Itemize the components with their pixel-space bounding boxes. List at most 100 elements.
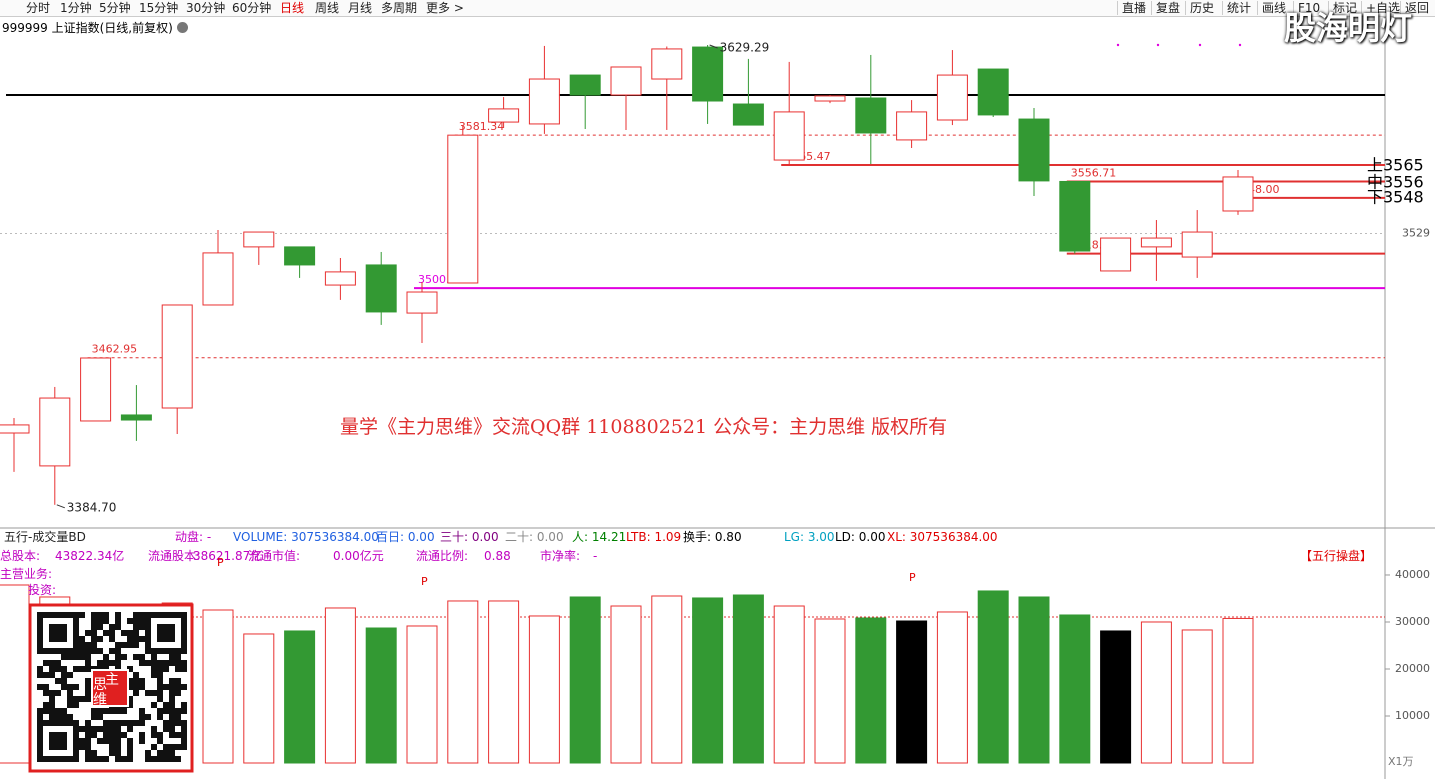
period-tab[interactable]: 60分钟 (232, 1, 272, 15)
dropdown-icon[interactable] (176, 22, 188, 33)
volume-bar (692, 597, 724, 764)
qr-cell (157, 660, 163, 666)
qr-cell (163, 684, 169, 690)
qr-cell (127, 666, 133, 672)
volume-bar (406, 625, 438, 764)
qr-cell (139, 624, 145, 630)
qr-cell (43, 684, 49, 690)
qr-cell (139, 720, 145, 726)
qr-cell (67, 702, 73, 708)
qr-cell (181, 660, 187, 666)
qr-cell (115, 648, 121, 654)
qr-cell (115, 624, 121, 630)
qr-cell (127, 618, 133, 624)
period-tab[interactable]: 30分钟 (186, 1, 226, 15)
y-tick-label: 40000 (1395, 568, 1430, 581)
period-tab[interactable]: 分时 (26, 1, 51, 15)
qr-cell (121, 720, 127, 726)
qr-cell (133, 672, 139, 678)
qr-cell (73, 666, 79, 672)
period-tab[interactable]: 多周期 (381, 1, 418, 15)
tool-button[interactable]: F10 (1293, 1, 1320, 15)
qr-cell (91, 726, 97, 732)
tool-button[interactable]: 画线 (1257, 1, 1286, 15)
period-tab[interactable]: 1分钟 (60, 1, 92, 15)
brand: 股海明灯 (1284, 9, 1413, 47)
side-label: 上3565 (1367, 155, 1424, 174)
qr-cell (103, 630, 109, 636)
qr-cell (157, 714, 163, 720)
qr-cell (157, 738, 163, 744)
period-tab[interactable]: 更多 > (426, 1, 464, 15)
qr-cell (103, 720, 109, 726)
qr-cell (55, 714, 61, 720)
tool-button[interactable]: 标记 (1328, 1, 1357, 15)
qr-cell (115, 726, 121, 732)
qr-cell (163, 744, 169, 750)
period-tab[interactable]: 周线 (315, 1, 340, 15)
candle-body (977, 68, 1009, 116)
qr-cell (67, 684, 73, 690)
qr-cell (91, 750, 97, 756)
period-tab[interactable]: 月线 (348, 1, 373, 15)
qr-cell (157, 690, 163, 696)
period-tab[interactable]: 日线 (280, 1, 305, 15)
qr-cell (145, 690, 151, 696)
tool-button[interactable]: 返回 (1400, 1, 1429, 15)
qr-cell (169, 726, 175, 732)
tool-button[interactable]: 直播 (1117, 1, 1146, 15)
volume-bar (1222, 617, 1254, 764)
watermark: 量学《主力思维》交流QQ群 1108802521 公众号：主力思维 版权所有 (340, 416, 948, 438)
qr-cell (91, 612, 97, 618)
level-label: 3581.34 (459, 120, 505, 133)
candle-body (1018, 118, 1050, 182)
tool-button[interactable]: 复盘 (1151, 1, 1180, 15)
candle-body (1100, 237, 1132, 272)
qr-cell (115, 612, 121, 618)
qr-cell (163, 756, 169, 762)
qr-cell (109, 744, 115, 750)
qr-cell (145, 714, 151, 720)
qr-cell (115, 654, 121, 660)
period-tab[interactable]: 5分钟 (99, 1, 131, 15)
qr-cell (115, 750, 121, 756)
qr-cell (169, 756, 175, 762)
qr-cell (169, 660, 175, 666)
qr-cell (103, 618, 109, 624)
tool-button[interactable]: 统计 (1222, 1, 1251, 15)
annotation-arrow (709, 44, 718, 49)
volume-bar (1018, 596, 1050, 764)
qr-cell (37, 672, 43, 678)
qr-cell (115, 720, 121, 726)
qr-cell (103, 756, 109, 762)
qr-cell (67, 690, 73, 696)
qr-cell (169, 744, 175, 750)
qr-cell (97, 714, 103, 720)
qr-cell (43, 702, 49, 708)
qr-cell (121, 708, 127, 714)
tool-button[interactable]: 历史 (1185, 1, 1214, 15)
tool-button[interactable]: +自选 (1361, 1, 1400, 15)
qr-cell (109, 720, 115, 726)
side-label: 中3556 (1367, 172, 1424, 191)
qr-cell (139, 612, 145, 618)
p-mark: P (421, 575, 428, 588)
qr-cell (91, 636, 97, 642)
qr-cell (37, 708, 43, 714)
qr-cell (37, 684, 43, 690)
volume-bar (773, 605, 805, 764)
qr-cell (103, 732, 109, 738)
qr-cell (55, 660, 61, 666)
volume-bar (1100, 630, 1132, 764)
indicator: 二十: 0.00 (505, 530, 564, 544)
qr-cell (127, 696, 133, 702)
qr-cell (79, 744, 85, 750)
period-tab[interactable]: 15分钟 (139, 1, 179, 15)
qr-cell (139, 738, 145, 744)
qr-cell (79, 666, 85, 672)
qr-cell (169, 750, 175, 756)
stock-info: 流通比例: (416, 549, 469, 563)
qr-cell (85, 642, 91, 648)
volume-bar (1059, 614, 1091, 764)
